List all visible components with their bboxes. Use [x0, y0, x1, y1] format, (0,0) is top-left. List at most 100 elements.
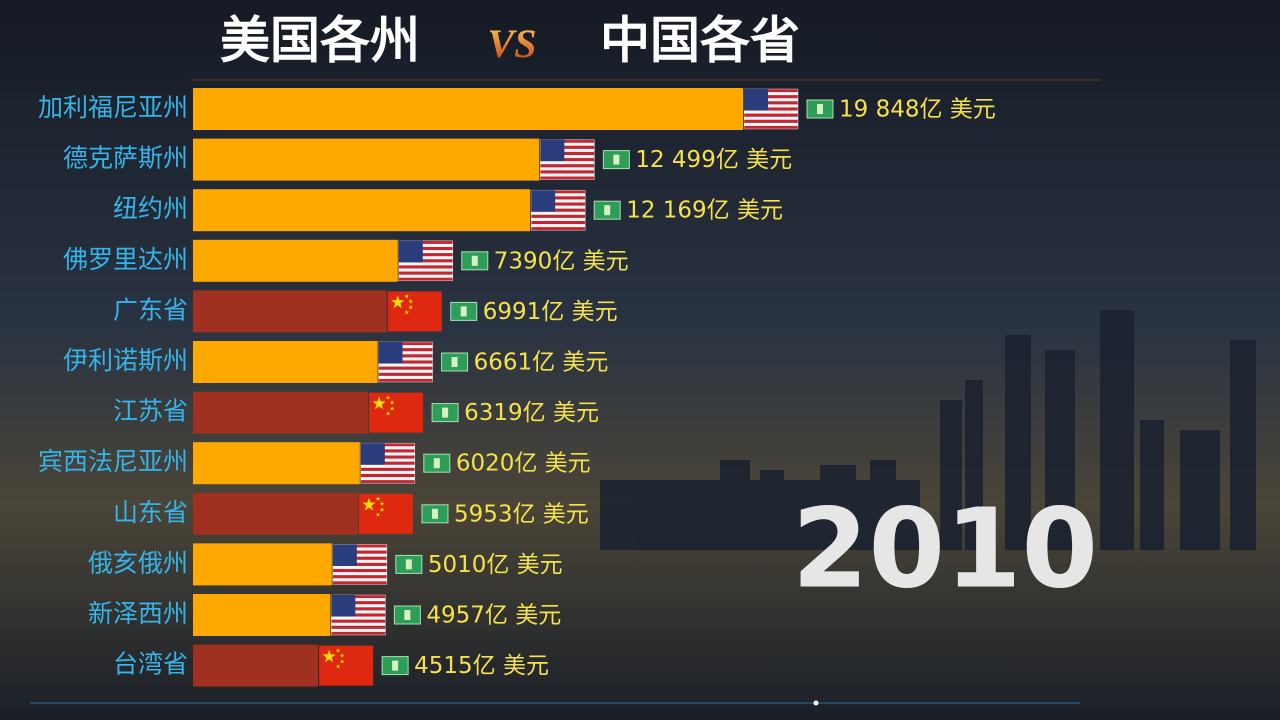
money-icon-center — [392, 660, 399, 671]
flag-stripe — [378, 360, 433, 364]
bar — [193, 594, 331, 636]
flag-cn — [369, 392, 424, 433]
flag-stripe — [360, 473, 415, 478]
flag-stripe — [331, 625, 386, 629]
flag-star — [385, 411, 391, 416]
flag-canton — [540, 139, 565, 162]
flag-stripe — [398, 274, 453, 278]
title-right: 中国各省 — [600, 12, 800, 70]
flag-stripe — [531, 190, 586, 194]
flag-stripe — [378, 351, 433, 355]
flag-field — [387, 291, 442, 332]
flag-canton — [398, 240, 423, 263]
flag-stripe — [378, 357, 433, 361]
flag-stripe — [531, 193, 586, 197]
bar — [193, 543, 332, 586]
value-label: 4957亿 美元 — [426, 603, 561, 629]
flag-stripe — [378, 342, 433, 346]
skyline — [600, 310, 1256, 550]
money-icon-center — [405, 559, 412, 570]
value-label: 6319亿 美元 — [464, 400, 599, 426]
money-icon-center — [442, 407, 449, 418]
value-label: 5953亿 美元 — [454, 501, 589, 527]
bar — [193, 442, 360, 485]
flag-stripe — [378, 378, 433, 382]
flag-canton — [331, 595, 356, 617]
flag-stripe — [398, 268, 453, 272]
flag-stripe — [331, 622, 386, 626]
flag-stripe — [540, 151, 595, 155]
title-vs: VS — [488, 21, 537, 66]
money-icon-center — [471, 255, 478, 266]
bar — [193, 189, 531, 232]
flag-stripe — [744, 125, 798, 129]
value-label: 6991亿 美元 — [483, 299, 618, 325]
flag-star — [404, 310, 410, 315]
timeline-marker — [813, 700, 819, 706]
flag-stripe — [331, 610, 386, 614]
flag-us — [378, 341, 433, 383]
bar — [193, 492, 358, 535]
flag-stripe — [540, 167, 595, 171]
value-label: 6661亿 美元 — [474, 350, 609, 376]
flag-stripe — [744, 122, 798, 126]
flag-cn — [387, 291, 442, 332]
flag-stripe — [531, 220, 586, 225]
flag-stripe — [531, 196, 586, 200]
money-icon-center — [604, 205, 611, 216]
flag-star — [362, 497, 376, 511]
flag-field — [369, 392, 424, 433]
money-icon-center — [451, 357, 458, 367]
flag-us — [360, 442, 416, 484]
flag-canton — [531, 190, 556, 212]
flag-stripe — [744, 101, 798, 105]
flag-stripe — [540, 170, 595, 174]
flag-us — [332, 544, 388, 585]
flag-stripe — [360, 446, 415, 450]
flag-stripe — [531, 202, 586, 206]
flag-field — [358, 493, 413, 534]
flag-stripe — [332, 569, 387, 573]
flag-stripe — [531, 211, 586, 215]
flag-canton — [744, 89, 768, 111]
money-icon-center — [460, 306, 467, 317]
flag-stripe — [332, 578, 387, 582]
flag-stripe — [531, 208, 586, 212]
flag-star — [375, 512, 381, 517]
flag-stripe — [331, 616, 386, 620]
value-label: 7390亿 美元 — [494, 248, 629, 274]
flag-star — [372, 396, 386, 410]
flag-stripe — [331, 598, 386, 602]
flag-star — [389, 400, 395, 405]
flag-stripe — [540, 173, 595, 177]
bar — [193, 239, 398, 282]
flag-stripe — [360, 467, 415, 471]
flag-stripe — [360, 480, 415, 484]
flag-star — [391, 295, 405, 309]
value-label: 12 499亿 美元 — [635, 147, 792, 173]
flag-stripe — [540, 176, 595, 180]
flag-stripe — [540, 145, 595, 149]
flag-stripe — [744, 104, 798, 108]
flag-stripe — [744, 98, 798, 102]
flag-stripe — [360, 455, 415, 459]
value-label: 19 848亿 美元 — [839, 97, 996, 123]
flag-star — [379, 507, 385, 512]
bar — [193, 341, 378, 383]
flag-stripe — [332, 562, 387, 566]
category-label: 新泽西州 — [88, 599, 188, 628]
money-icon-center — [431, 508, 438, 519]
flag-field — [319, 645, 374, 686]
flag-star — [404, 294, 410, 299]
flag-us — [540, 139, 595, 180]
category-label: 德克萨斯州 — [63, 144, 188, 173]
flag-stripe — [531, 224, 586, 228]
flag-stripe — [360, 449, 415, 453]
value-label: 12 169亿 美元 — [626, 198, 783, 224]
flag-stripe — [378, 354, 433, 358]
flag-stripe — [378, 369, 433, 373]
flag-stripe — [398, 265, 453, 269]
money-icon-center — [433, 458, 440, 469]
flag-stripe — [540, 158, 595, 162]
flag-stripe — [331, 607, 386, 611]
